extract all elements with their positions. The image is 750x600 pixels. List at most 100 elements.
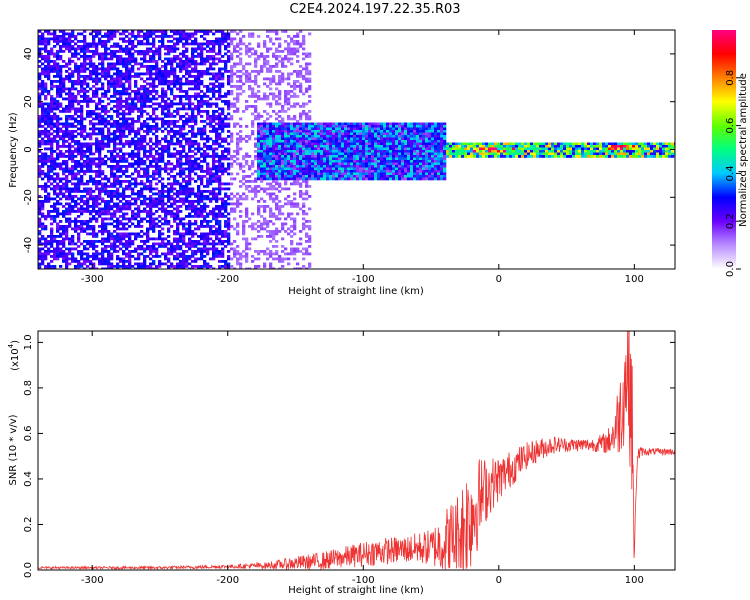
heatmap-cell (149, 262, 153, 266)
heatmap-cell (245, 162, 249, 166)
heatmap-cell (110, 182, 114, 186)
heatmap-cell (113, 52, 117, 56)
heatmap-cell (182, 147, 186, 151)
heatmap-cell (167, 72, 171, 76)
heatmap-cell (50, 265, 54, 268)
heatmap-cell (71, 35, 75, 38)
heatmap-cell (116, 170, 120, 173)
heatmap-cell (221, 250, 225, 253)
heatmap-cell (137, 35, 141, 38)
heatmap-cell (65, 132, 69, 136)
heatmap-cell (266, 95, 270, 98)
heatmap-cell (218, 160, 222, 163)
heatmap-cell (101, 57, 105, 61)
heatmap-cell (191, 62, 195, 66)
heatmap-cell (47, 110, 51, 113)
heatmap-cell (62, 162, 66, 166)
heatmap-cell (227, 162, 231, 166)
heatmap-cell (62, 60, 66, 63)
heatmap-cell (236, 122, 240, 126)
heatmap-cell (296, 75, 300, 78)
heatmap-cell (137, 257, 141, 261)
heatmap-cell (194, 105, 198, 108)
heatmap-cell (257, 160, 261, 163)
heatmap-cell (167, 82, 171, 86)
heatmap-cell (170, 112, 174, 116)
heatmap-cell (95, 75, 99, 78)
heatmap-cell (281, 265, 285, 268)
heatmap-cell (170, 162, 174, 166)
heatmap-cell (263, 217, 267, 221)
heatmap-cell (158, 175, 162, 178)
heatmap-cell (152, 80, 156, 83)
heatmap-cell (155, 115, 159, 118)
heatmap-cell (38, 252, 42, 256)
heatmap-cell (176, 75, 180, 78)
heatmap-cell (296, 70, 300, 73)
heatmap-cell (194, 210, 198, 213)
heatmap-cell (257, 190, 261, 193)
heatmap-cell (83, 227, 87, 231)
heatmap-cell (131, 110, 135, 113)
heatmap-cell (125, 222, 129, 226)
heatmap-cell (95, 205, 99, 208)
heatmap-cell (161, 82, 165, 86)
heatmap-cell (59, 150, 63, 153)
heatmap-cell (194, 172, 198, 176)
heatmap-cell (68, 115, 72, 118)
heatmap-cell (116, 262, 120, 266)
heatmap-cell (56, 182, 60, 186)
heatmap-cell (167, 130, 171, 133)
heatmap-cell (200, 257, 204, 261)
heatmap-cell (80, 162, 84, 166)
heatmap-cell (44, 245, 48, 248)
heatmap-cell (125, 242, 129, 246)
heatmap-cell (104, 72, 108, 76)
heatmap-cell (239, 80, 243, 83)
heatmap-cell (188, 205, 192, 208)
heatmap-cell (47, 60, 51, 63)
heatmap-cell (185, 197, 189, 201)
heatmap-cell (86, 47, 90, 51)
heatmap-cell (125, 127, 129, 131)
heatmap-cell (164, 47, 168, 51)
heatmap-cell (197, 42, 201, 46)
heatmap-cell (56, 37, 60, 41)
heatmap-cell (236, 50, 240, 53)
heatmap-cell (296, 132, 300, 136)
heatmap-cell (152, 30, 156, 33)
heatmap-cell (290, 247, 294, 251)
heatmap-cell (215, 230, 219, 233)
heatmap-cell (221, 157, 225, 161)
heatmap-cell (131, 107, 135, 111)
heatmap-cell (44, 215, 48, 218)
heatmap-cell (107, 72, 111, 76)
heatmap-cell (134, 50, 138, 53)
heatmap-cell (200, 57, 204, 61)
heatmap-cell (284, 175, 288, 178)
heatmap-cell (230, 157, 234, 161)
heatmap-cell (275, 170, 279, 173)
heatmap-cell (38, 87, 42, 91)
heatmap-cell (74, 97, 78, 101)
heatmap-cell (158, 200, 162, 203)
heatmap-cell (89, 87, 93, 91)
heatmap-cell (155, 140, 159, 143)
heatmap-cell (215, 117, 219, 121)
heatmap-cell (53, 37, 57, 41)
heatmap-cell (248, 50, 252, 53)
heatmap-cell (113, 145, 117, 148)
heatmap-cell (206, 155, 210, 158)
heatmap-cell (248, 165, 252, 168)
heatmap-cell (266, 160, 270, 163)
heatmap-cell (65, 32, 69, 36)
heatmap-cell (74, 42, 78, 46)
heatmap-cell (137, 130, 141, 133)
heatmap-cell (128, 237, 132, 241)
heatmap-cell (170, 195, 174, 198)
heatmap-cell (101, 82, 105, 86)
heatmap-cell (218, 90, 222, 93)
heatmap-cell (209, 182, 213, 186)
heatmap-cell (44, 142, 48, 146)
heatmap-cell (110, 77, 114, 81)
